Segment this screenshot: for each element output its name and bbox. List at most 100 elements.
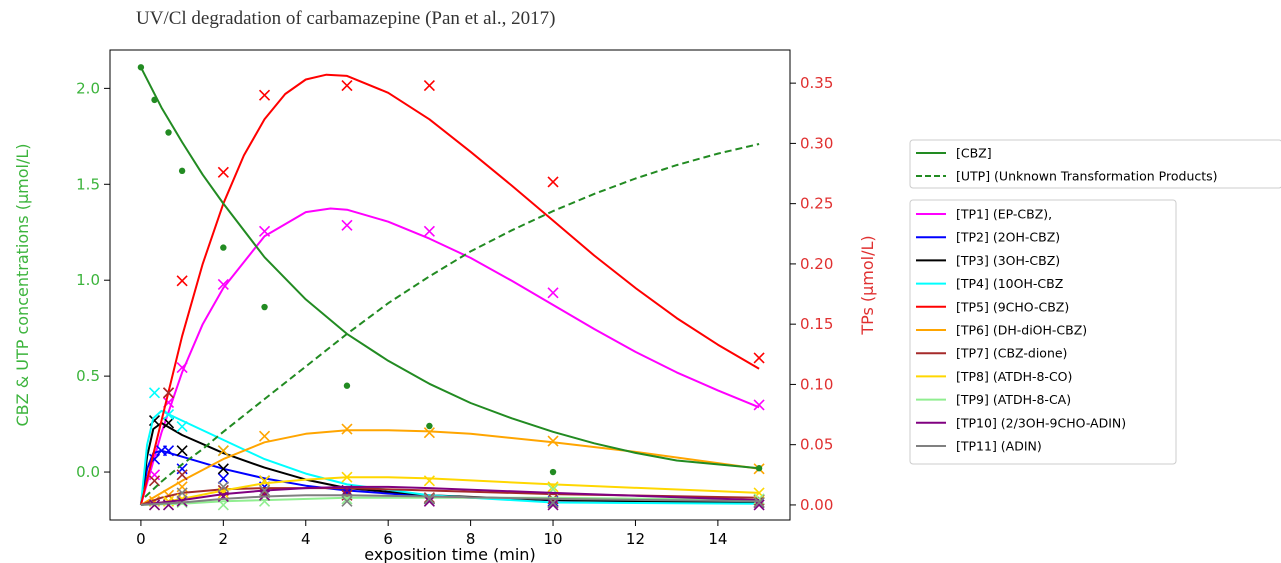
point-tp7	[162, 387, 175, 399]
point-tp1	[217, 278, 229, 290]
x-tick-label: 2	[219, 530, 229, 548]
point-tp5	[753, 352, 765, 364]
point-tp3	[217, 463, 229, 475]
y-left-tick-label: 0.5	[76, 367, 100, 385]
fit-line-tp5	[139, 73, 760, 506]
point-tp10	[341, 484, 353, 497]
point-tp9	[217, 499, 229, 511]
legend-entry-label: [TP6] (DH-diOH-CBZ)	[956, 323, 1087, 338]
legend-entry-label: [TP9] (ATDH-8-CA)	[956, 392, 1071, 407]
point-tp11	[547, 496, 559, 509]
legend-entry-label: [CBZ]	[956, 146, 992, 161]
y-right-tick-label: 0.00	[800, 496, 833, 514]
point-tp3	[162, 417, 175, 429]
point-tp4	[176, 421, 188, 433]
legend-entry-label: [TP1] (EP-CBZ),	[956, 207, 1052, 222]
legend-cbz-utp: [CBZ] [UTP] (Unknown Transformation Produ…	[909, 139, 1281, 189]
y-right-tick-label: 0.05	[800, 436, 833, 454]
point-tp1	[258, 225, 271, 237]
point-tp8	[341, 471, 353, 483]
legend-tps: [TP1] (EP-CBZ), [TP2] (2OH-CBZ) [TP3] (3OH…	[909, 199, 1177, 465]
legend-entry-label: [TP5] (9CHO-CBZ)	[956, 299, 1069, 314]
legend-entry-label: [TP10] (2/3OH-9CHO-ADIN)	[956, 415, 1126, 430]
x-tick-label: 0	[136, 530, 146, 548]
point-tp3	[176, 445, 188, 457]
point-tp1	[423, 225, 435, 237]
fit-line-tp6	[140, 429, 760, 506]
legend-entry-label: [TP11] (ADIN)	[956, 439, 1042, 454]
point-tp6	[341, 423, 353, 435]
point-cbz	[426, 422, 433, 430]
legend-entry-label: [TP3] (3OH-CBZ)	[956, 253, 1060, 268]
point-cbz	[165, 129, 172, 136]
point-tp5	[423, 79, 435, 92]
point-tp2	[217, 472, 229, 484]
fit-line-tp7	[140, 487, 760, 506]
point-tp6	[217, 445, 229, 457]
point-cbz	[261, 303, 268, 311]
point-tp11	[423, 493, 435, 505]
point-tp8	[547, 481, 559, 493]
point-cbz	[549, 468, 557, 476]
point-tp2	[162, 445, 175, 457]
x-tick-label: 12	[626, 530, 645, 548]
legend-entry-label: [TP8] (ATDH-8-CO)	[956, 369, 1072, 384]
point-tp10	[423, 495, 435, 507]
point-tp6	[258, 430, 271, 442]
point-tp4	[148, 387, 161, 399]
legend-tps-frame	[909, 199, 1177, 465]
axes-layer: 0 2 4 6 8 10 12 14 0.0 0.5 1.0 1.5 2.0 0.00 0.05 0.10 0.…	[76, 74, 833, 548]
point-tp1	[547, 287, 559, 299]
point-tp10	[176, 495, 188, 507]
point-tp1	[341, 219, 353, 231]
fit-line-tp11	[140, 494, 760, 506]
point-cbz	[755, 465, 763, 472]
y-right-tick-label: 0.30	[800, 134, 833, 152]
y-right-tick-label: 0.35	[800, 74, 833, 92]
y-left-tick-label: 0.0	[76, 463, 100, 481]
plot-frame	[109, 49, 791, 521]
fit-line-cbz	[140, 66, 760, 470]
y-left-tick-label: 1.5	[76, 175, 100, 193]
point-cbz	[151, 96, 158, 104]
legend-entry-label: [TP4] (10OH-CBZ	[956, 276, 1063, 291]
point-cbz	[220, 244, 227, 251]
point-tp6	[547, 435, 559, 447]
marks-layer	[137, 64, 765, 511]
y-axis-left-title: CBZ & UTP concentrations (µmol/L)	[13, 144, 32, 427]
x-tick-label: 8	[466, 530, 476, 548]
point-tp4	[162, 408, 175, 421]
point-tp5	[547, 176, 559, 188]
x-tick-label: 10	[543, 530, 562, 548]
point-tp5	[176, 275, 188, 287]
point-tp7	[176, 469, 188, 481]
x-tick-label: 14	[708, 530, 727, 548]
point-tp11	[217, 481, 229, 493]
point-tp10	[258, 489, 271, 501]
point-tp11	[753, 496, 765, 509]
point-tp10	[162, 499, 175, 511]
point-tp1	[753, 399, 765, 411]
point-tp6	[423, 427, 435, 439]
y-left-tick-label: 2.0	[76, 79, 100, 97]
point-tp1	[176, 361, 188, 374]
point-cbz	[178, 167, 186, 175]
legend-entry-label: [TP2] (2OH-CBZ)	[956, 230, 1060, 245]
x-tick-label: 4	[301, 530, 311, 548]
legend-entry-label: [UTP] (Unknown Transformation Products)	[956, 169, 1218, 184]
y-right-tick-label: 0.20	[800, 255, 833, 273]
x-axis-title: exposition time (min)	[364, 545, 535, 563]
point-tp8	[423, 475, 435, 487]
fit-line-utp	[144, 143, 760, 498]
point-tp11	[341, 495, 353, 507]
point-tp7	[148, 475, 161, 487]
point-cbz	[343, 382, 351, 389]
y-right-tick-label: 0.25	[800, 195, 833, 213]
legend-entry-label: [TP7] (CBZ-dione)	[956, 346, 1067, 361]
y-right-tick-label: 0.10	[800, 375, 833, 393]
point-tp5	[258, 89, 271, 101]
fit-line-tp1	[139, 207, 760, 506]
point-tp10	[547, 499, 559, 511]
x-tick-label: 6	[383, 530, 393, 548]
